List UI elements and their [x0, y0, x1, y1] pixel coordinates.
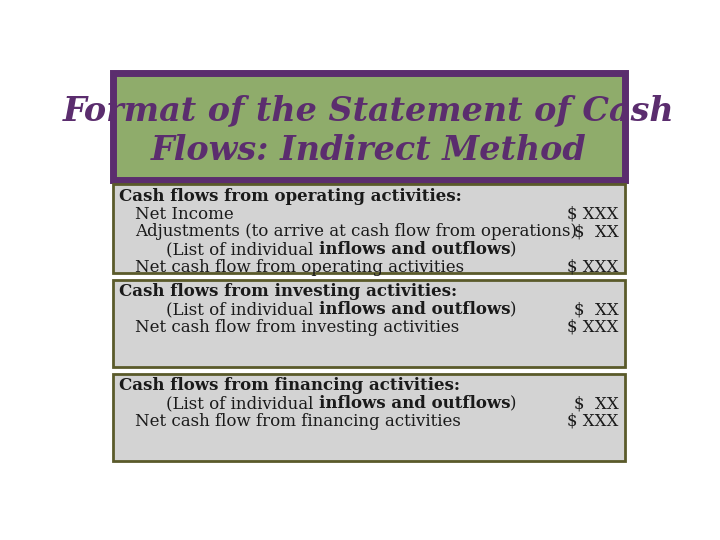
Text: $  XX: $ XX: [574, 224, 618, 240]
Text: Net cash flow from investing activities: Net cash flow from investing activities: [135, 319, 459, 336]
Text: $ XXX: $ XXX: [567, 259, 618, 276]
Text: ): ): [510, 395, 516, 412]
FancyBboxPatch shape: [113, 280, 625, 367]
Text: Cash flows from investing activities:: Cash flows from investing activities:: [120, 284, 458, 300]
Text: $ XXX: $ XXX: [567, 413, 618, 430]
Text: inflows and outflows: inflows and outflows: [318, 395, 510, 412]
Text: (List of individual: (List of individual: [166, 395, 318, 412]
Text: Adjustments (to arrive at cash flow from operations): Adjustments (to arrive at cash flow from…: [135, 224, 577, 240]
Text: $  XX: $ XX: [574, 301, 618, 318]
Text: Net cash flow from operating activities: Net cash flow from operating activities: [135, 259, 464, 276]
Text: inflows and outflows: inflows and outflows: [318, 301, 510, 318]
Text: $  XX: $ XX: [574, 395, 618, 412]
FancyBboxPatch shape: [113, 374, 625, 461]
Text: inflows and outflows: inflows and outflows: [318, 241, 510, 258]
Text: ): ): [510, 241, 516, 258]
Text: (List of individual: (List of individual: [166, 301, 318, 318]
FancyBboxPatch shape: [113, 72, 625, 180]
Text: Format of the Statement of Cash: Format of the Statement of Cash: [63, 94, 675, 127]
Text: Cash flows from financing activities:: Cash flows from financing activities:: [120, 377, 461, 394]
Text: (List of individual: (List of individual: [166, 241, 318, 258]
Text: $ XXX: $ XXX: [567, 206, 618, 222]
Text: Net cash flow from financing activities: Net cash flow from financing activities: [135, 413, 461, 430]
Text: Flows: Indirect Method: Flows: Indirect Method: [151, 133, 587, 167]
Text: $ XXX: $ XXX: [567, 319, 618, 336]
FancyBboxPatch shape: [113, 184, 625, 273]
Text: Cash flows from operating activities:: Cash flows from operating activities:: [120, 188, 462, 205]
Text: ): ): [510, 301, 516, 318]
Text: Net Income: Net Income: [135, 206, 234, 222]
